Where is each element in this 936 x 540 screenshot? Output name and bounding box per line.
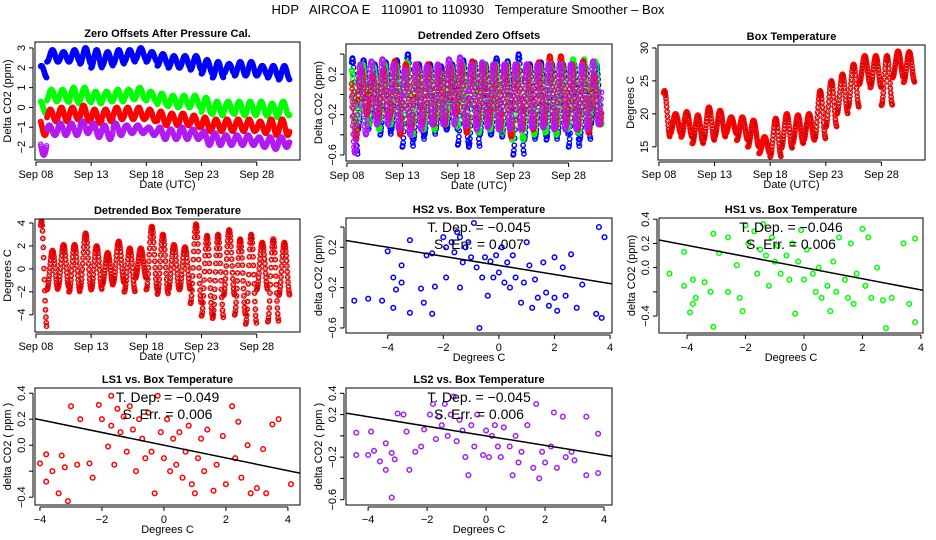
data-point — [499, 133, 506, 139]
data-point-overplot — [110, 125, 116, 131]
data-point — [493, 56, 500, 62]
data-point-overplot — [66, 125, 72, 131]
series-green — [37, 84, 293, 121]
data-point — [286, 76, 293, 83]
series-red — [37, 102, 293, 139]
data-point-overplot — [122, 125, 128, 131]
data-point — [286, 112, 293, 118]
data-point — [521, 134, 527, 140]
data-point — [455, 140, 461, 147]
data-point-overplot — [55, 125, 61, 131]
y-tick-label: 2 — [16, 65, 28, 71]
x-tick-label: Sep 08 — [18, 169, 53, 181]
data-point — [516, 52, 522, 59]
data-point-overplot — [77, 126, 83, 132]
y-tick-label: 1 — [16, 85, 28, 91]
y-tick-label: −2 — [16, 141, 28, 154]
data-point-overplot — [110, 129, 116, 135]
data-point — [348, 80, 355, 87]
data-point-overplot — [89, 123, 95, 129]
panel-title: Detrended Zero Offsets — [418, 30, 540, 42]
data-point-overplot — [133, 125, 139, 131]
data-point — [405, 52, 412, 58]
data-point — [510, 150, 517, 157]
data-point — [543, 136, 550, 142]
data-point — [349, 56, 356, 63]
data-point — [399, 142, 406, 149]
data-point — [466, 143, 473, 149]
data-point-overplot — [286, 139, 293, 145]
x-tick-label: Sep 23 — [184, 169, 219, 181]
plot-frame — [34, 41, 301, 161]
data-points — [37, 45, 293, 158]
y-axis-label: Delta CO2 (ppm) — [2, 59, 14, 142]
x-tick-label: Sep 28 — [239, 169, 274, 181]
x-axis-label: Date (UTC) — [139, 179, 195, 191]
data-point — [566, 136, 573, 142]
data-point — [587, 136, 594, 142]
data-points — [348, 51, 605, 158]
data-point — [466, 135, 473, 142]
data-point — [576, 143, 583, 149]
y-tick-label: 3 — [16, 45, 28, 51]
data-point — [286, 128, 293, 135]
data-point — [516, 55, 523, 62]
data-point — [520, 142, 526, 149]
data-point — [455, 133, 462, 140]
data-point — [511, 142, 518, 149]
data-point — [400, 139, 406, 146]
series-blue — [37, 45, 293, 83]
data-point — [476, 143, 483, 149]
data-point — [349, 86, 355, 93]
panel-zero-offsets-after-pressure-cal: Zero Offsets After Pressure Cal. Sep 08 Se… — [2, 28, 301, 191]
data-point — [350, 59, 357, 66]
x-tick-label: Sep 13 — [74, 169, 109, 181]
x-tick-label: Sep 18 — [129, 169, 164, 181]
series-purple — [37, 118, 293, 158]
panel-title: Zero Offsets After Pressure Cal. — [84, 28, 250, 40]
y-tick-label: −1 — [16, 121, 28, 134]
y-tick-label: 0 — [16, 104, 28, 110]
data-point — [349, 68, 355, 75]
data-point — [521, 150, 527, 157]
data-point — [43, 74, 50, 81]
data-point — [476, 140, 483, 147]
data-point — [577, 136, 583, 142]
data-point — [520, 147, 527, 154]
data-point — [511, 147, 517, 154]
data-point — [566, 143, 572, 149]
data-point-overplot — [44, 143, 50, 149]
data-point — [400, 135, 407, 141]
data-point — [410, 142, 416, 149]
main-title: HDP AIRCOA E 110901 to 110930 Temperatur… — [271, 2, 665, 17]
data-point-overplot — [55, 127, 61, 133]
data-point-overplot — [77, 123, 83, 129]
